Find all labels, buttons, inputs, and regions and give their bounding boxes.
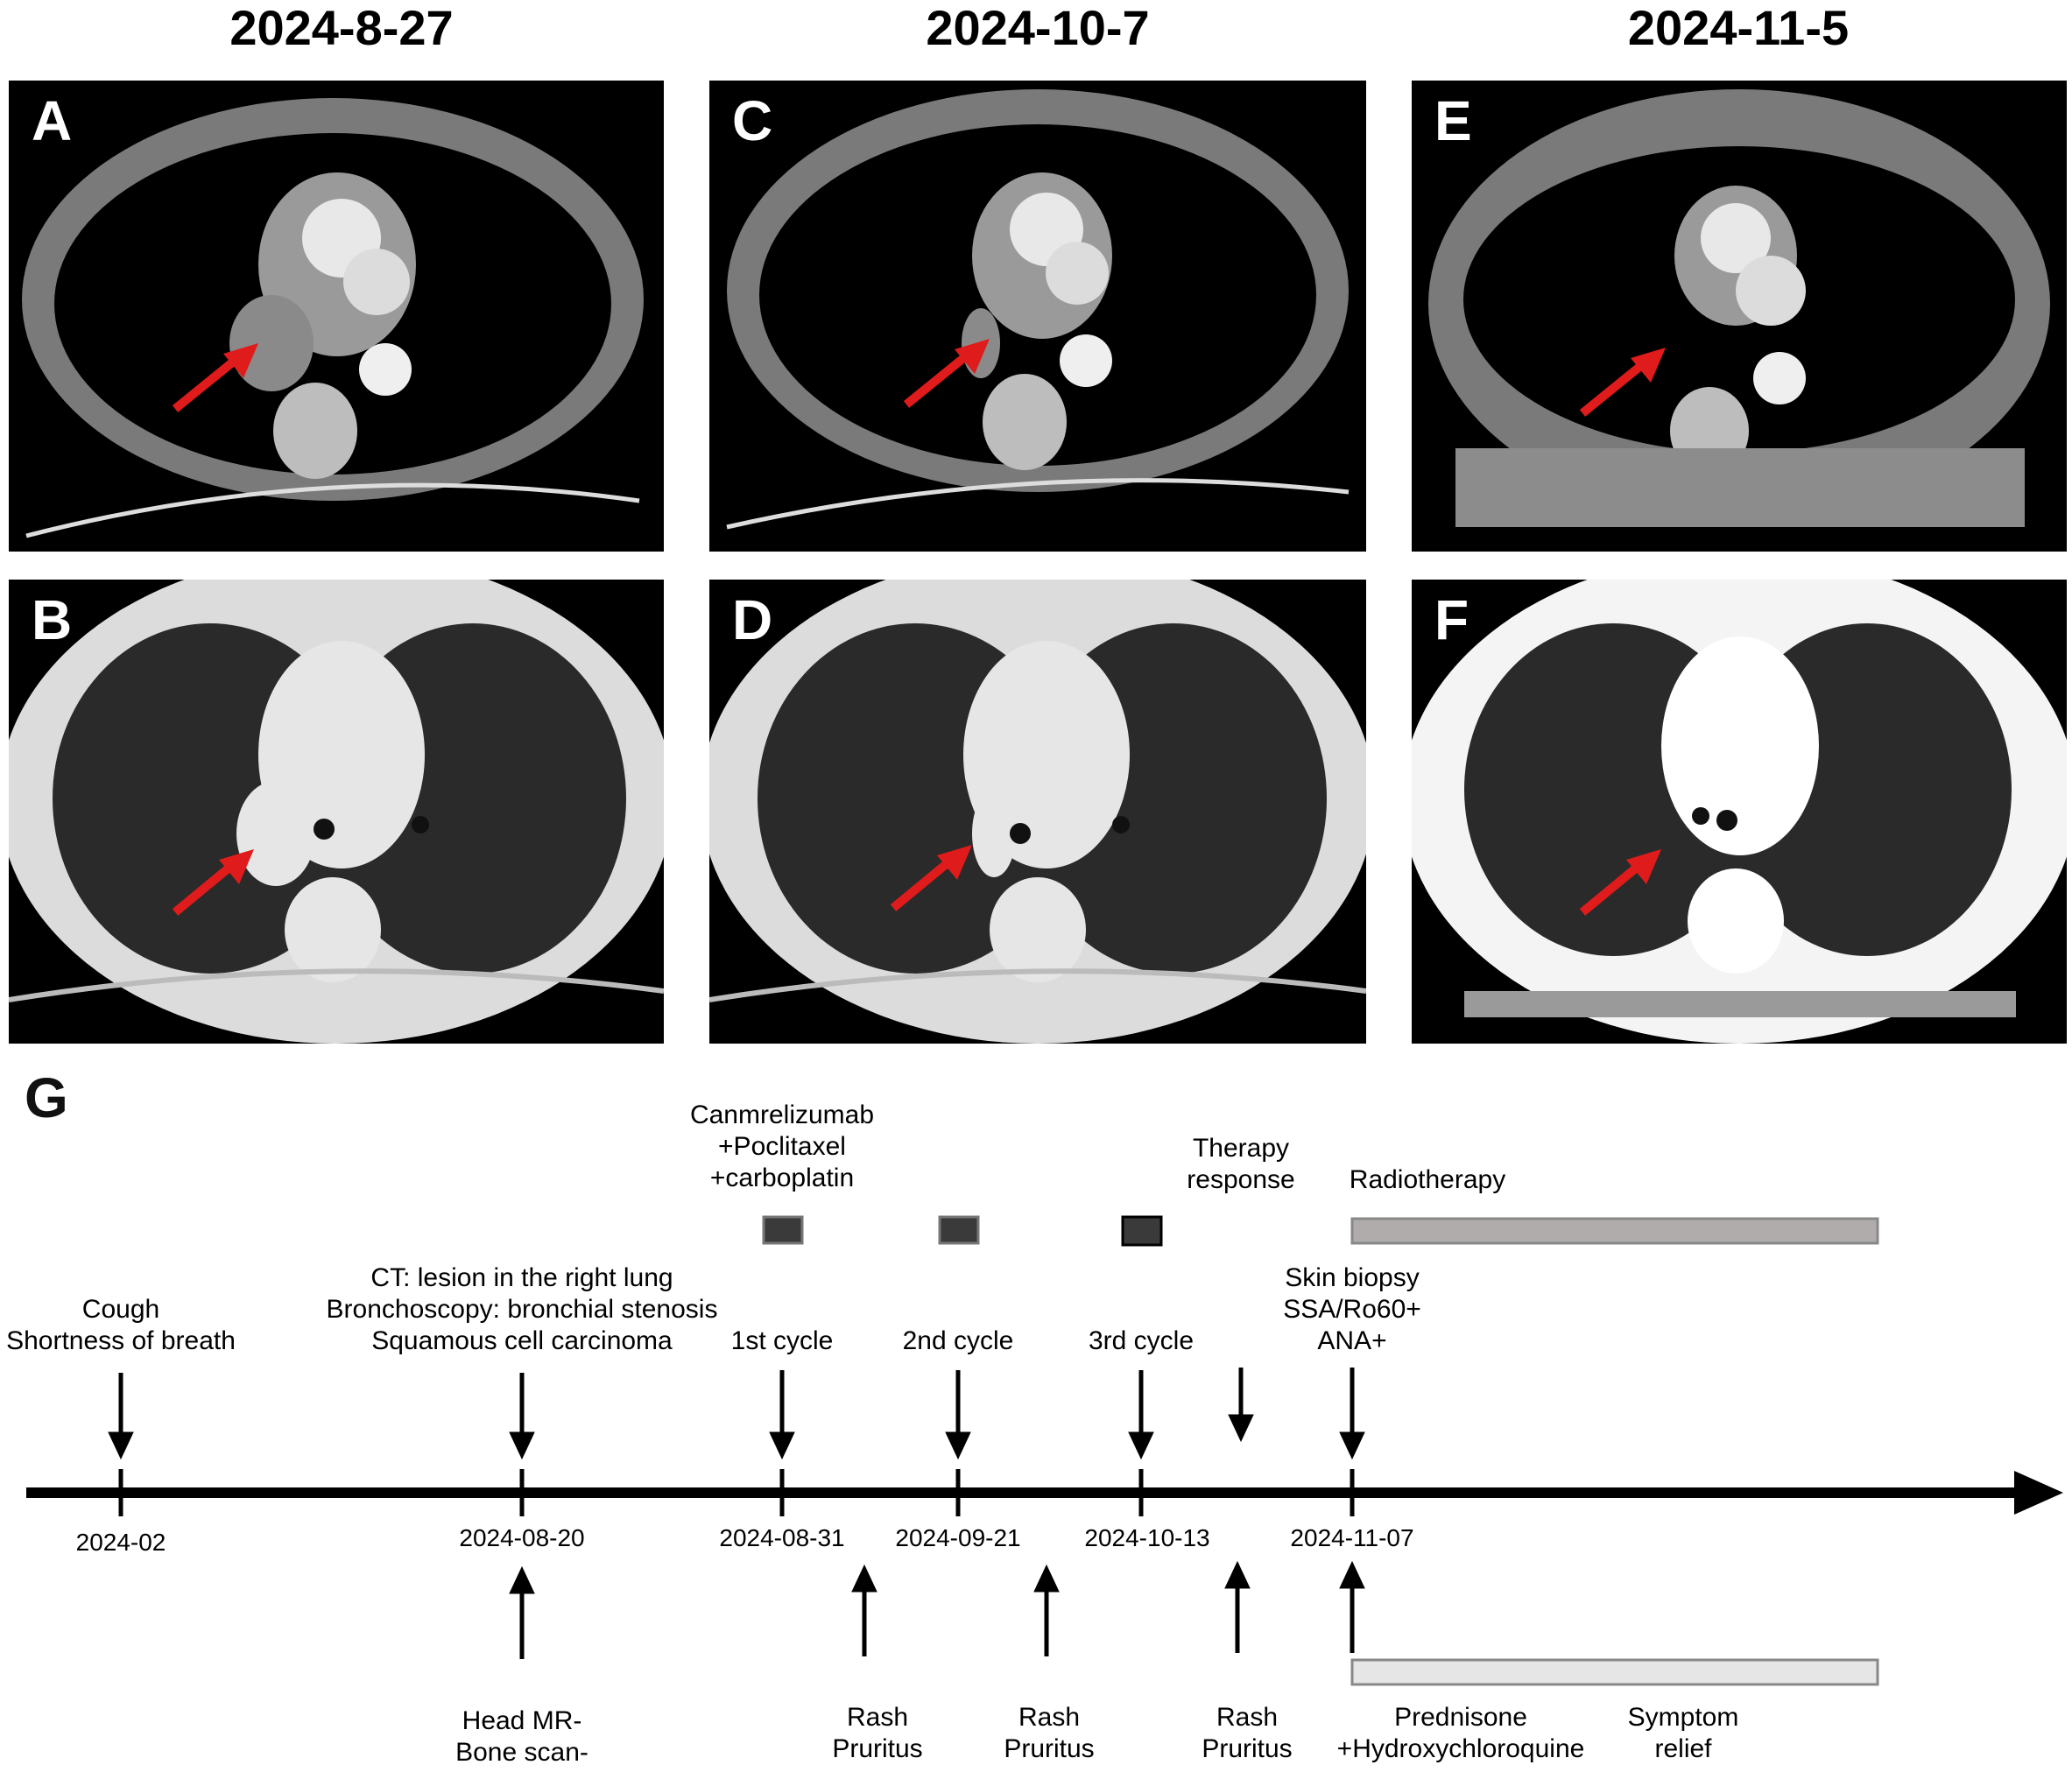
- ct-image-c: [726, 89, 1350, 530]
- panel-letter-c: C: [732, 89, 773, 152]
- label-prednisone: Prednisone +Hydroxychloroquine: [1336, 1703, 1585, 1763]
- ct-image-e: [1428, 89, 2050, 527]
- label-radiotherapy: Radiotherapy: [1349, 1165, 1506, 1194]
- radiotherapy-bar: [1350, 1217, 1879, 1245]
- label-cycle-1: 1st cycle: [730, 1326, 834, 1355]
- label-cycle-3: 3rd cycle: [1088, 1326, 1195, 1355]
- panel-letter-f: F: [1434, 588, 1469, 651]
- label-rash-3: Rash Pruritus: [1202, 1703, 1293, 1763]
- ct-panel-d: D: [709, 580, 1366, 1044]
- ct-image-b: [9, 580, 664, 1044]
- ct-image-f: [1412, 580, 2067, 1044]
- label-rash-1: Rash Pruritus: [832, 1703, 923, 1763]
- treatment-bar: [1350, 1658, 1879, 1686]
- ct-image-a: [22, 98, 644, 538]
- panel-letter-g: G: [25, 1066, 68, 1129]
- timeline-axis-arrowhead: [2014, 1471, 2063, 1515]
- cycle-box-1: [762, 1215, 804, 1245]
- ct-panel-b: B: [9, 580, 664, 1044]
- label-symptom-relief: Symptom relief: [1627, 1703, 1739, 1763]
- date-label: 2024-09-21: [895, 1524, 1021, 1551]
- label-head-mr: Head MR- Bone scan-: [455, 1706, 588, 1767]
- ct-panel-f: F: [1412, 580, 2067, 1044]
- ct-panel-c: C: [709, 81, 1366, 552]
- label-regimen: Canmrelizumab +Poclitaxel +carboplatin: [689, 1100, 875, 1192]
- timeline-panel: G: [0, 1051, 2072, 1772]
- label-ct-bronchoscopy: CT: lesion in the right lung Bronchoscop…: [326, 1263, 718, 1355]
- panel-letter-e: E: [1434, 89, 1472, 152]
- date-label: 2024-08-31: [719, 1524, 845, 1551]
- panel-letter-b: B: [32, 588, 73, 651]
- ct-image-d: [709, 580, 1366, 1044]
- timeline-graphic: [26, 1215, 2063, 1686]
- date-label: 2024-11-07: [1290, 1524, 1414, 1551]
- panel-letter-d: D: [732, 588, 773, 651]
- date-label: 2024-10-13: [1084, 1524, 1210, 1551]
- label-rash-2: Rash Pruritus: [1004, 1703, 1095, 1763]
- label-skin-biopsy: Skin biopsy SSA/Ro60+ ANA+: [1283, 1263, 1421, 1355]
- date-header-col3: 2024-11-5: [1627, 0, 1850, 55]
- date-label: 2024-02: [75, 1529, 166, 1556]
- date-header-col2: 2024-10-7: [926, 0, 1150, 55]
- cycle-box-3: [1121, 1215, 1163, 1247]
- label-cycle-2: 2nd cycle: [902, 1326, 1014, 1355]
- panel-letter-a: A: [32, 89, 73, 152]
- ct-panel-e: E: [1412, 81, 2067, 552]
- date-label: 2024-08-20: [459, 1524, 585, 1551]
- ct-panel-a: A: [9, 81, 664, 552]
- label-therapy-response: Therapy response: [1187, 1134, 1295, 1194]
- label-cough: Cough Shortness of breath: [6, 1295, 236, 1355]
- date-header-col1: 2024-8-27: [229, 0, 454, 55]
- cycle-box-2: [938, 1215, 980, 1245]
